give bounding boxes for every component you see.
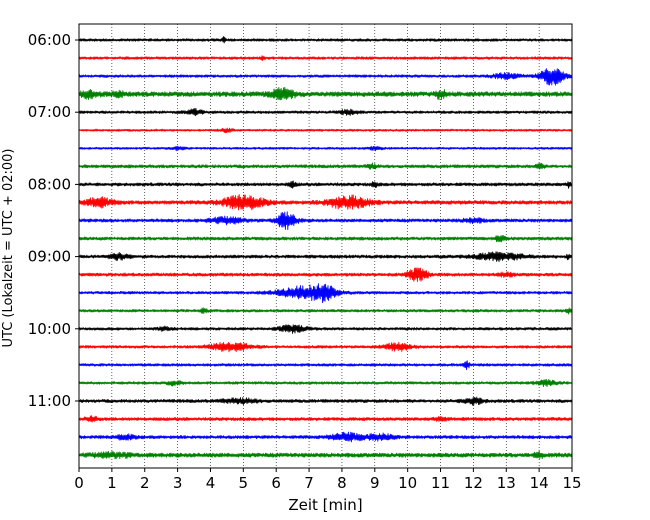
x-tick-label: 11 — [431, 474, 450, 492]
trace-line — [78, 107, 573, 117]
x-tick-label: 5 — [239, 474, 249, 492]
trace-line — [78, 396, 573, 406]
trace-line — [78, 68, 573, 86]
trace-line — [78, 127, 573, 134]
x-tick-label: 14 — [530, 474, 549, 492]
x-tick-label: 13 — [497, 474, 516, 492]
x-tick-label: 2 — [140, 474, 150, 492]
y-tick-label: 10:00 — [28, 320, 71, 338]
trace-line — [78, 307, 573, 315]
y-tick-label: 08:00 — [28, 175, 71, 193]
x-tick-label: 12 — [464, 474, 483, 492]
y-tick-label: 07:00 — [28, 103, 71, 121]
grid-lines — [111, 24, 540, 468]
x-tick-label: 15 — [562, 474, 581, 492]
y-axis-label: UTC (Lokalzeit = UTC + 02:00) — [1, 149, 16, 348]
trace-line — [78, 378, 572, 388]
x-ticks: 0 1 2 3 4 5 6 7 8 9 10 11 12 13 14 15 — [74, 468, 582, 492]
y-tick-label: 11:00 — [28, 392, 71, 410]
trace-line — [78, 36, 573, 44]
trace-line — [78, 55, 573, 62]
trace-line — [78, 450, 573, 460]
trace-line — [78, 431, 573, 443]
x-tick-label: 1 — [107, 474, 117, 492]
x-tick-label: 3 — [173, 474, 183, 492]
trace-line — [78, 360, 573, 371]
trace-line — [78, 283, 573, 304]
x-tick-label: 6 — [271, 474, 281, 492]
trace-line — [78, 145, 573, 152]
plot-frame — [78, 23, 573, 469]
y-tick-label: 06:00 — [28, 31, 71, 49]
x-tick-label: 0 — [74, 474, 84, 492]
x-tick-label: 10 — [398, 474, 417, 492]
trace-line — [78, 211, 573, 230]
trace-line — [78, 235, 573, 243]
trace-line — [78, 415, 573, 423]
trace-line — [78, 194, 573, 211]
trace-line — [78, 324, 572, 334]
trace-line — [78, 180, 573, 189]
trace-group — [78, 36, 573, 460]
y-ticks: 06:00 07:00 08:00 09:00 10:00 11:00 — [28, 31, 79, 410]
x-tick-label: 9 — [370, 474, 380, 492]
x-tick-label: 4 — [206, 474, 216, 492]
trace-line — [78, 162, 573, 170]
x-axis-label: Zeit [min] — [288, 496, 362, 514]
x-tick-label: 8 — [337, 474, 347, 492]
trace-line — [78, 86, 573, 101]
trace-line — [78, 267, 573, 282]
trace-line — [78, 341, 573, 353]
y-tick-label: 09:00 — [28, 248, 71, 266]
trace-line — [78, 251, 573, 262]
x-tick-label: 7 — [304, 474, 314, 492]
